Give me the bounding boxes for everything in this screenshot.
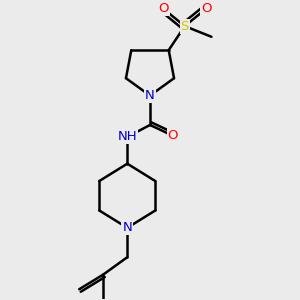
Text: N: N: [122, 221, 132, 234]
Text: S: S: [181, 20, 189, 33]
Text: O: O: [167, 129, 178, 142]
Text: O: O: [201, 2, 211, 15]
Text: N: N: [145, 89, 155, 102]
Text: O: O: [158, 2, 169, 15]
Text: NH: NH: [118, 130, 137, 143]
